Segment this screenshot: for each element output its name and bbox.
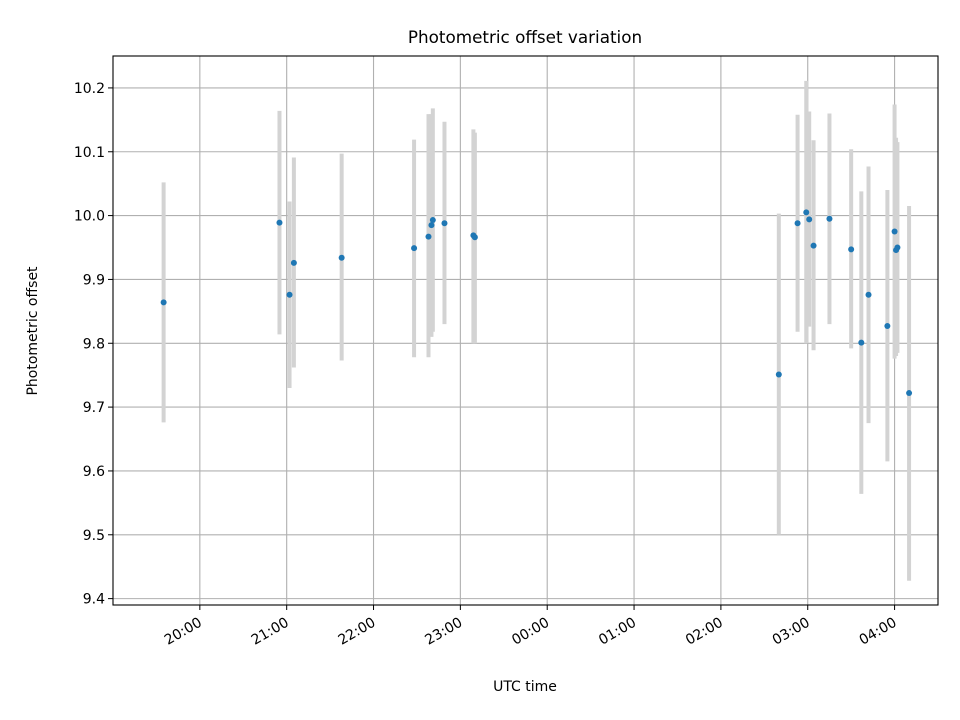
data-point xyxy=(891,228,898,235)
x-axis-label: UTC time xyxy=(493,679,557,695)
data-point xyxy=(806,216,813,223)
data-point xyxy=(429,217,436,224)
data-point xyxy=(276,219,283,226)
grid-lines xyxy=(113,56,938,605)
data-points xyxy=(160,209,913,397)
y-tick-label: 10.1 xyxy=(74,145,105,161)
y-tick-label: 9.9 xyxy=(83,272,105,288)
data-point xyxy=(858,339,865,346)
data-point xyxy=(810,242,817,249)
data-point xyxy=(286,291,293,298)
y-tick-label: 9.5 xyxy=(83,528,105,544)
data-point xyxy=(775,371,782,378)
data-point xyxy=(865,291,872,298)
y-axis-label: Photometric offset xyxy=(25,266,41,396)
y-tick-label: 10.2 xyxy=(74,81,105,97)
data-point xyxy=(906,390,913,397)
data-point xyxy=(160,299,167,306)
data-point xyxy=(338,254,345,261)
data-point xyxy=(290,259,297,266)
data-point xyxy=(425,233,432,240)
data-point xyxy=(894,244,901,251)
data-point xyxy=(428,222,435,229)
y-tick-label: 9.6 xyxy=(83,464,105,480)
data-point xyxy=(848,246,855,253)
y-axis-ticks: 9.4 9.5 9.6 9.7 9.8 9.9 10.0 10.1 10.2 xyxy=(74,81,113,608)
data-point xyxy=(441,220,448,227)
data-point xyxy=(794,220,801,227)
y-tick-label: 10.0 xyxy=(74,209,105,225)
y-tick-label: 9.8 xyxy=(83,336,105,352)
plot-frame xyxy=(112,55,939,606)
y-tick-label: 9.4 xyxy=(83,592,105,608)
data-point xyxy=(803,209,810,216)
y-tick-label: 9.7 xyxy=(83,400,105,416)
data-point xyxy=(471,234,478,241)
data-point xyxy=(411,245,418,252)
data-point xyxy=(826,215,833,222)
chart-title: Photometric offset variation xyxy=(408,27,642,47)
data-point xyxy=(884,323,891,330)
